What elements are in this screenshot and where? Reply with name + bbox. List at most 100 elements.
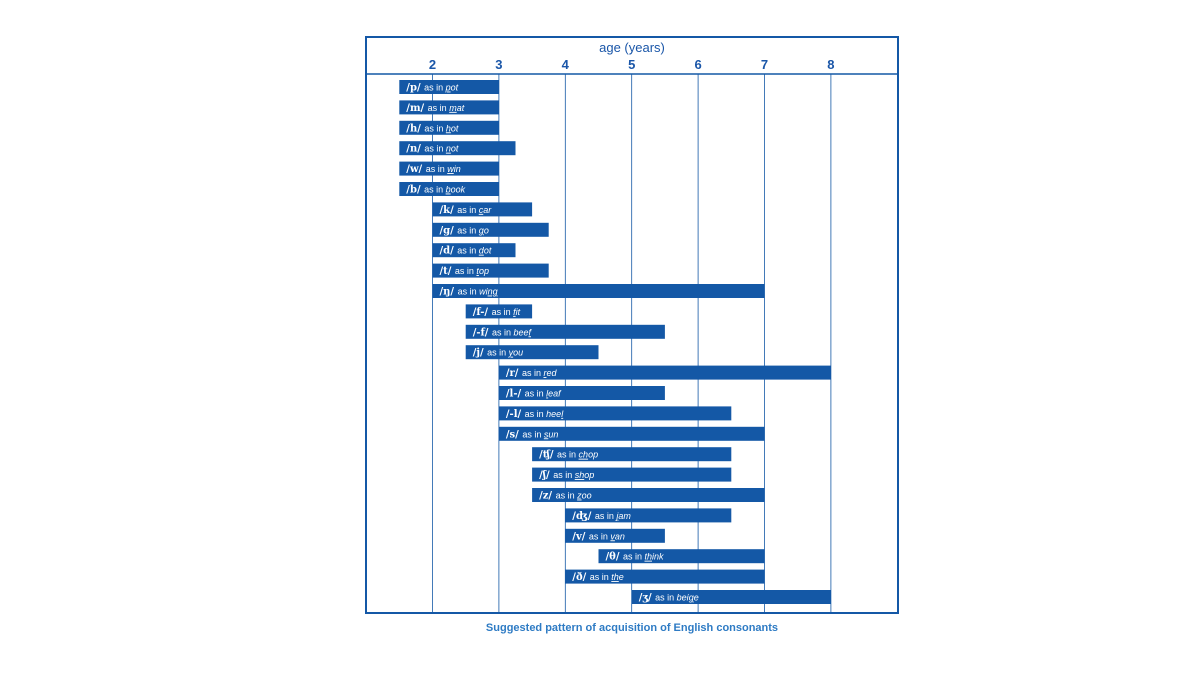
example-word-part: ot: [484, 246, 492, 256]
phoneme-label: /ʤ/: [572, 511, 595, 522]
example-word-part: at: [457, 103, 465, 113]
chart-caption: Suggested pattern of acquisition of Engl…: [485, 622, 779, 634]
phoneme-label: /b/: [406, 185, 424, 196]
bar: [432, 243, 516, 258]
example-word-underlined: h: [446, 123, 451, 133]
bar-row: /b/ as in book: [399, 182, 499, 196]
x-axis-title: age (years): [599, 40, 665, 55]
bar: [432, 202, 533, 217]
bar-label: /j/ as in you: [473, 348, 523, 359]
chart-frame: [365, 36, 899, 614]
connector-text: as in: [556, 491, 578, 501]
x-tick-labels: 2 3 4 5 6 7 8: [429, 57, 835, 72]
example-word-underlined: w: [447, 164, 454, 174]
example-word-underlined: m: [449, 103, 457, 113]
phoneme-label: /θ/: [606, 552, 623, 563]
phoneme-label: /t/: [440, 266, 455, 277]
bar: [465, 345, 599, 360]
bar-label: /f-/ as in fit: [473, 307, 521, 318]
phoneme-label: /w/: [406, 164, 425, 175]
example-word-part: ed: [546, 368, 557, 378]
phoneme-label: /g/: [440, 225, 458, 236]
bar-label: /ʃ/ as in shop: [539, 470, 594, 481]
bar-label: /-l/ as in heel: [506, 409, 564, 420]
connector-text: as in: [457, 225, 479, 235]
phoneme-label: /j/: [473, 348, 487, 359]
example-word-underlined: sh: [575, 470, 585, 480]
bar-label: /z/ as in zoo: [539, 491, 592, 502]
bar-row: /n/ as in not: [399, 141, 516, 156]
example-word-part: ink: [652, 552, 664, 562]
phoneme-label: /p/: [406, 83, 424, 94]
bar-row: /d/ as in dot: [432, 243, 516, 258]
bar: [631, 590, 831, 604]
connector-text: as in: [428, 103, 450, 113]
bar-label: /s/ as in sun: [506, 429, 558, 440]
bar-row: /r/ as in red: [498, 365, 831, 380]
x-tick-label: 3: [495, 57, 502, 72]
bar-row: /ʧ/ as in chop: [532, 447, 732, 462]
bar-label: /θ/ as in think: [606, 552, 665, 563]
bar: [532, 447, 732, 462]
bar-row: /w/ as in win: [399, 161, 499, 176]
bar-label: /h/ as in hot: [406, 123, 459, 134]
bar-label: /m/ as in mat: [406, 103, 464, 114]
example-word-part: it: [516, 307, 521, 317]
example-word-underlined: z: [576, 491, 582, 501]
connector-text: as in: [455, 266, 477, 276]
example-word-underlined: th: [611, 572, 619, 582]
example-word-underlined: f: [528, 327, 532, 337]
example-word-part: o: [484, 225, 489, 235]
bar: [565, 528, 665, 543]
phoneme-label: /r/: [506, 368, 522, 379]
bar-label: /k/ as in car: [440, 205, 493, 216]
bar-row: /ʃ/ as in shop: [532, 467, 732, 482]
connector-text: as in: [424, 144, 446, 154]
example-word-underlined: j: [615, 511, 619, 521]
bar-label: /v/ as in van: [572, 531, 625, 542]
phoneme-label: /v/: [572, 531, 589, 542]
bar-label: /w/ as in win: [406, 164, 460, 175]
connector-text: as in: [457, 205, 479, 215]
bar-row: /ʒ/ as in beige: [631, 590, 831, 604]
bar-label: /b/ as in book: [406, 185, 465, 196]
connector-text: as in: [557, 450, 579, 460]
bar-label: /n/ as in not: [406, 144, 459, 155]
x-tick-label: 5: [628, 57, 635, 72]
connector-text: as in: [623, 552, 645, 562]
bar-label: /g/ as in go: [440, 225, 489, 236]
bar-row: /ð/ as in the: [565, 569, 765, 584]
x-tick-label: 4: [562, 57, 570, 72]
bar: [399, 120, 499, 135]
x-tick-label: 2: [429, 57, 436, 72]
bar: [399, 182, 499, 196]
example-word-underlined: l: [561, 409, 564, 419]
bar-row: /v/ as in van: [565, 528, 665, 543]
phoneme-label: /n/: [406, 144, 424, 155]
bar-label: /l-/ as in leaf: [506, 389, 562, 400]
bar: [532, 467, 732, 482]
connector-text: as in: [525, 409, 547, 419]
bar-label: /t/ as in top: [440, 266, 489, 277]
bar-label: /ʧ/ as in chop: [539, 450, 598, 461]
bar-row: /ʤ/ as in jam: [565, 508, 732, 523]
bar: [598, 549, 765, 564]
connector-text: as in: [487, 348, 509, 358]
example-word-part: ot: [451, 123, 459, 133]
bar-row: /l-/ as in leaf: [498, 386, 665, 400]
phoneme-label: /ð/: [572, 572, 589, 583]
phoneme-label: /h/: [406, 123, 424, 134]
bar-row: /p/ as in pot: [399, 80, 499, 94]
bar-row: /s/ as in sun: [498, 426, 765, 441]
bar-row: /-f/ as in beef: [465, 324, 665, 339]
bar-label: /ʒ/ as in beige: [639, 593, 699, 604]
x-tick-label: 6: [694, 57, 701, 72]
bar-row: /g/ as in go: [432, 222, 549, 237]
example-word-part: bee: [513, 327, 528, 337]
example-word-part: e: [694, 593, 699, 603]
bar-row: /m/ as in mat: [399, 100, 499, 115]
example-word-underlined: l: [546, 389, 549, 399]
phoneme-label: /-l/: [506, 409, 525, 420]
phoneme-label: /ʒ/: [639, 593, 655, 604]
